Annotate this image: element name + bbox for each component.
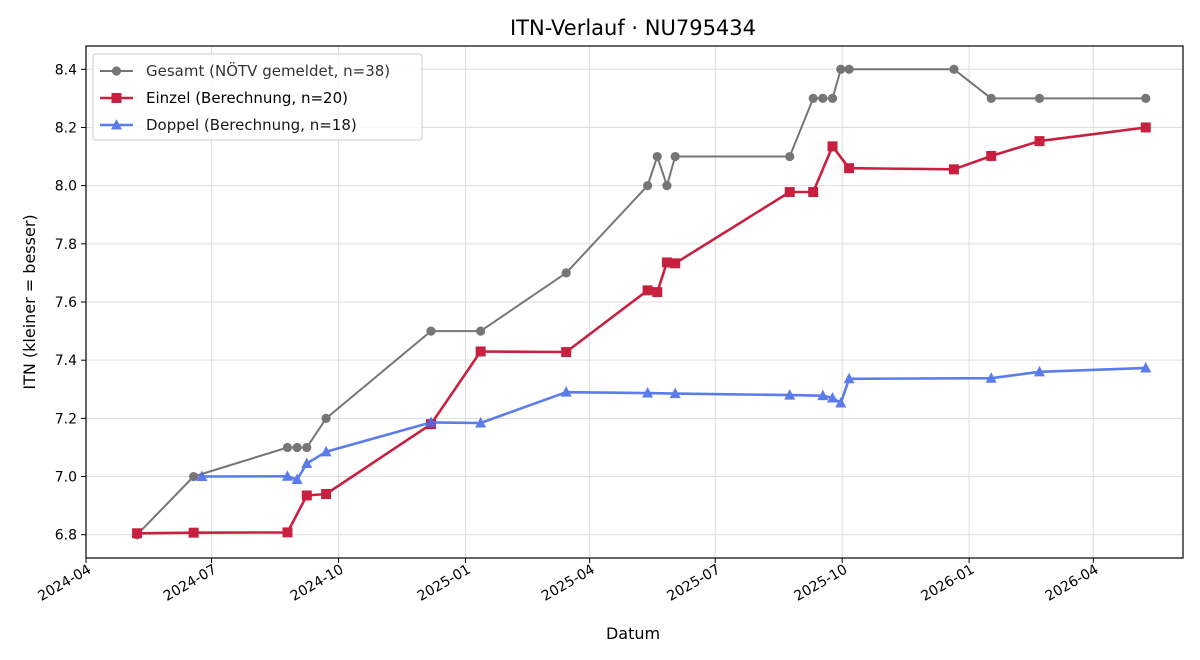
data-point bbox=[670, 151, 680, 162]
y-axis-label: ITN (kleiner = besser) bbox=[20, 214, 39, 389]
data-point bbox=[949, 64, 959, 74]
data-point bbox=[643, 181, 653, 191]
data-point bbox=[785, 151, 795, 162]
data-point bbox=[561, 347, 572, 358]
data-point bbox=[662, 181, 672, 191]
x-tick-label: 2025-07 bbox=[665, 562, 724, 605]
data-point bbox=[844, 64, 854, 74]
data-point bbox=[291, 473, 303, 484]
data-point bbox=[652, 151, 662, 162]
y-tick-label: 6.8 bbox=[55, 528, 77, 544]
data-point bbox=[476, 326, 486, 336]
data-point bbox=[808, 187, 819, 198]
legend-label: Gesamt (NÖTV gemeldet, n=38) bbox=[146, 61, 390, 80]
data-point bbox=[1140, 362, 1152, 373]
data-point bbox=[1034, 93, 1045, 103]
data-point bbox=[808, 93, 818, 103]
data-point bbox=[784, 389, 796, 400]
data-point bbox=[321, 413, 331, 423]
y-tick-label: 8.2 bbox=[55, 120, 77, 136]
legend-marker bbox=[111, 93, 122, 103]
data-point bbox=[642, 387, 654, 398]
legend-label: Doppel (Berechnung, n=18) bbox=[146, 116, 357, 134]
data-point bbox=[986, 93, 996, 103]
legend: Gesamt (NÖTV gemeldet, n=38) Einzel (Bere… bbox=[92, 53, 423, 141]
data-point bbox=[301, 457, 313, 468]
data-point bbox=[1140, 122, 1151, 133]
x-tick-label: 2025-04 bbox=[539, 562, 598, 605]
data-point bbox=[784, 187, 795, 198]
data-point bbox=[817, 389, 829, 401]
legend-item: Doppel (Berechnung, n=18) bbox=[100, 116, 357, 134]
data-point bbox=[670, 258, 681, 269]
data-point bbox=[642, 285, 653, 296]
x-tick-label: 2025-01 bbox=[415, 562, 474, 605]
y-tick-label: 7.0 bbox=[55, 470, 77, 486]
y-tick-label: 7.2 bbox=[55, 411, 77, 427]
series-circle bbox=[132, 64, 1151, 540]
x-tick-label: 2025-10 bbox=[792, 562, 851, 605]
x-axis-label: Datum bbox=[606, 624, 660, 643]
data-point bbox=[282, 527, 293, 538]
data-point bbox=[827, 93, 838, 103]
data-point bbox=[196, 470, 208, 482]
data-point bbox=[986, 150, 997, 161]
x-tick-label: 2024-04 bbox=[35, 562, 94, 605]
data-point bbox=[302, 442, 312, 453]
data-point bbox=[1141, 93, 1151, 103]
x-tick-label: 2026-04 bbox=[1043, 562, 1102, 605]
y-tick-label: 7.6 bbox=[55, 295, 77, 311]
data-point bbox=[843, 372, 855, 384]
y-tick-label: 8.4 bbox=[55, 62, 77, 78]
data-point bbox=[827, 141, 838, 152]
data-point bbox=[321, 489, 332, 499]
data-point bbox=[1034, 136, 1045, 147]
data-point bbox=[948, 164, 959, 175]
data-point bbox=[475, 417, 487, 428]
data-point bbox=[132, 528, 143, 539]
axes: 2024-04 2024-07 2024-10 2025-01 2025-04 2025-… bbox=[35, 62, 1101, 604]
x-tick-label: 2024-07 bbox=[161, 562, 220, 605]
y-tick-label: 7.4 bbox=[55, 353, 77, 369]
x-tick-label: 2026-01 bbox=[918, 562, 977, 605]
data-point bbox=[1033, 365, 1045, 377]
series-triangle bbox=[196, 362, 1152, 484]
data-point bbox=[561, 268, 571, 278]
data-point bbox=[827, 392, 839, 403]
data-point bbox=[661, 257, 672, 268]
data-point bbox=[301, 490, 312, 501]
data-point bbox=[292, 442, 302, 453]
legend-marker bbox=[111, 119, 122, 130]
data-point bbox=[425, 416, 437, 427]
data-point bbox=[188, 527, 199, 538]
data-point bbox=[818, 93, 828, 103]
legend-label: Einzel (Berechnung, n=20) bbox=[146, 89, 348, 107]
data-point bbox=[835, 396, 847, 408]
x-tick-label: 2024-10 bbox=[288, 562, 347, 605]
data-point bbox=[836, 64, 846, 74]
data-point bbox=[426, 326, 436, 336]
legend-marker bbox=[111, 66, 122, 76]
data-point bbox=[281, 470, 293, 481]
series-layer bbox=[132, 64, 1152, 540]
data-point bbox=[282, 442, 293, 453]
data-point bbox=[985, 372, 997, 383]
y-tick-label: 8.0 bbox=[55, 179, 77, 195]
data-point bbox=[320, 445, 332, 457]
data-point bbox=[560, 386, 572, 397]
y-tick-label: 7.8 bbox=[55, 237, 77, 253]
data-point bbox=[189, 471, 199, 482]
data-point bbox=[652, 287, 663, 298]
data-point bbox=[669, 387, 681, 399]
legend-item: Einzel (Berechnung, n=20) bbox=[100, 89, 348, 107]
series-line bbox=[201, 366, 1146, 481]
legend-item: Gesamt (NÖTV gemeldet, n=38) bbox=[100, 61, 390, 80]
legend-box bbox=[92, 53, 423, 141]
chart-title: ITN-Verlauf · NU795434 bbox=[510, 16, 756, 40]
data-point bbox=[475, 346, 486, 357]
data-point bbox=[844, 163, 855, 174]
